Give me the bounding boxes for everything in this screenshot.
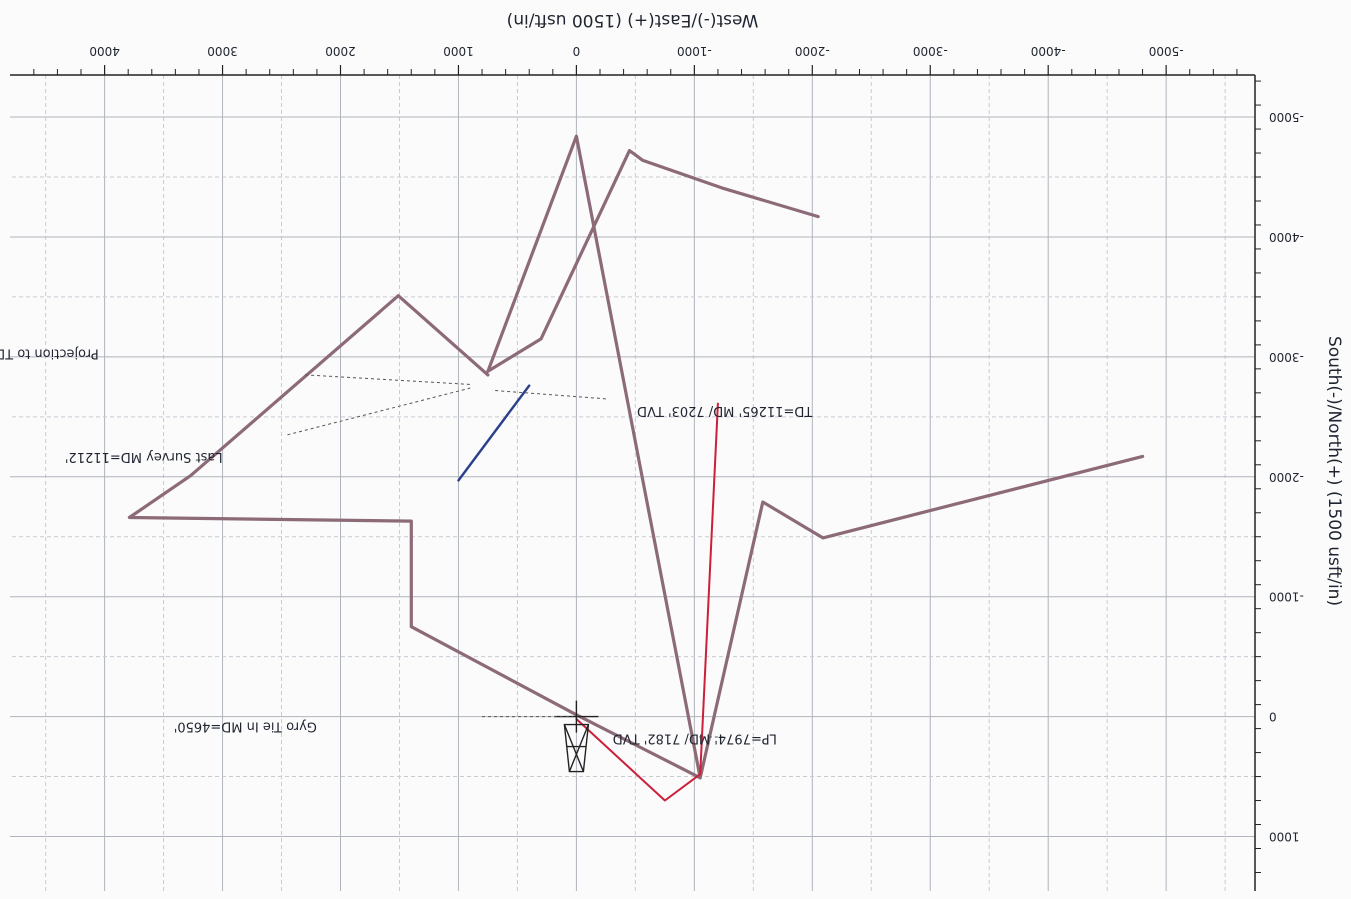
annotation-leader — [493, 389, 606, 400]
x-tick-label: 0 — [573, 44, 581, 58]
axes: -5000 -4000 -3000 -2000 -1000 0 1000 2000 3000 40… — [10, 10, 1344, 891]
x-tick-label: 1000 — [443, 44, 474, 58]
x-tick-label: -5000 — [1149, 44, 1184, 58]
rig-symbol-part — [563, 723, 590, 773]
annotations: Projection to TD MD=11265' TD=11265' MD/ … — [0, 346, 813, 746]
x-tick-label: 4000 — [89, 44, 120, 58]
y-axis-title: South(-)/North(+) (1500 usft/in) — [1324, 336, 1344, 606]
rig-symbol-part — [568, 724, 590, 772]
annotation-leader — [305, 374, 471, 385]
x-tick-label: -3000 — [913, 44, 948, 58]
series-line-3 — [457, 384, 531, 482]
y-tick-label: -3000 — [1269, 350, 1304, 364]
x-tick-label: 3000 — [207, 44, 238, 58]
series-line-0 — [486, 134, 1145, 780]
y-tick-label: 1000 — [1269, 830, 1300, 844]
x-tick-label: -2000 — [795, 44, 830, 58]
x-axis-title: West(-)/East(+) (1500 usft/in) — [507, 10, 759, 30]
y-tick-label: -1000 — [1269, 590, 1304, 604]
rig-symbol-part — [563, 724, 585, 772]
y-tick-label: -2000 — [1269, 470, 1304, 484]
series-line-2 — [575, 402, 719, 802]
x-tick-label: 2000 — [325, 44, 356, 58]
y-tick-label: 0 — [1269, 710, 1277, 724]
x-tick-label: -1000 — [677, 44, 712, 58]
annotation-label: TD=11265' MD/ 7203' TVD — [637, 403, 813, 418]
annotation-label: Gyro Tie In MD=4650' — [174, 719, 317, 734]
annotation-label: LP=7974' MD/ 7182' TVD — [613, 731, 777, 746]
y-tick-label: -4000 — [1269, 230, 1304, 244]
annotation-label: Last Survey MD=11212' — [65, 449, 223, 464]
series-line-1 — [127, 294, 702, 780]
annotation-leader — [287, 387, 471, 436]
rig-symbol — [554, 700, 599, 773]
grid — [10, 75, 1255, 891]
annotation-label: Projection to TD MD=11265' — [0, 346, 99, 361]
y-tick-label: -5000 — [1269, 110, 1304, 124]
series-group — [127, 134, 1145, 802]
x-tick-label: -4000 — [1031, 44, 1066, 58]
